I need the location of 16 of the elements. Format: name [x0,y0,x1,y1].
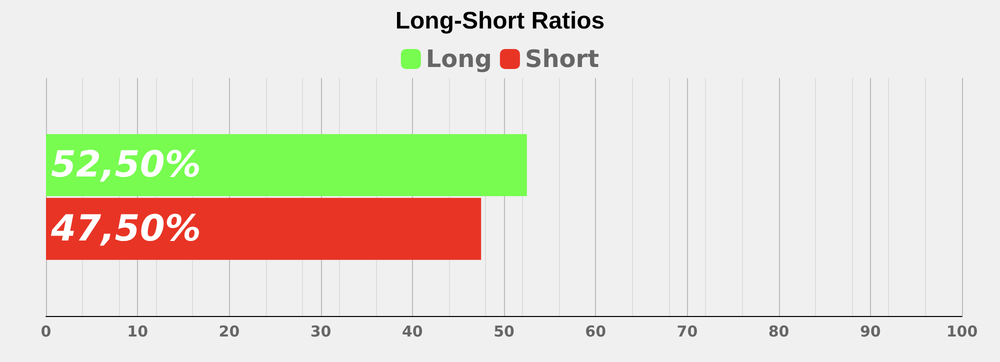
x-tick-label: 0 [40,322,52,340]
x-tick-label: 60 [585,322,606,340]
x-tick-label: 80 [768,322,790,340]
data-label: 47,50% [50,208,201,250]
legend-label: Short [524,45,600,73]
x-tick-label: 70 [676,322,698,340]
x-tick-label: 10 [127,322,148,340]
data-label: 52,50% [51,144,201,186]
x-tick-label: 40 [402,322,423,340]
x-tick-label: 50 [494,322,514,340]
legend-label: Long [426,45,492,73]
x-tick-label: 100 [946,322,978,340]
x-tick-label: 30 [310,322,332,340]
x-tick-label: 90 [860,322,881,340]
chart-title: Long-Short Ratios [395,8,605,34]
x-tick-label: 20 [218,322,240,340]
